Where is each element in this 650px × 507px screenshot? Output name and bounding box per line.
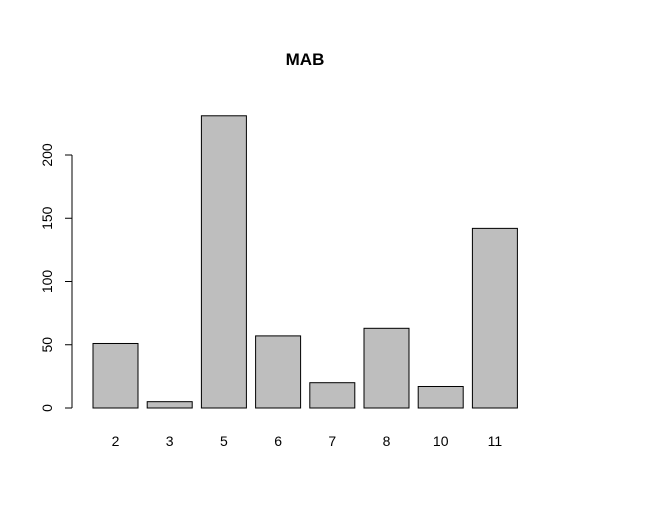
y-axis: 0 50 100 150 200 <box>39 143 73 412</box>
bar-6 <box>255 335 302 409</box>
bar-8 <box>363 327 410 409</box>
y-tick-label: 50 <box>39 337 55 353</box>
bar-2 <box>92 342 139 409</box>
x-tick-label: 7 <box>328 433 336 449</box>
y-tick-label: 0 <box>39 404 55 412</box>
y-tick-label: 100 <box>39 270 55 294</box>
chart-title: MAB <box>286 50 325 69</box>
bar-11 <box>471 227 518 409</box>
bars-group <box>92 115 518 409</box>
x-axis-labels: 2 3 5 6 7 8 10 11 <box>112 433 503 449</box>
x-tick-label: 2 <box>112 433 120 449</box>
bar-7 <box>309 382 356 409</box>
y-tick-label: 200 <box>39 143 55 167</box>
x-tick-label: 6 <box>274 433 282 449</box>
x-tick-label: 8 <box>383 433 391 449</box>
bar-10 <box>417 385 464 409</box>
y-tick-label: 150 <box>39 206 55 230</box>
x-tick-label: 5 <box>220 433 228 449</box>
x-tick-label: 3 <box>166 433 174 449</box>
x-tick-label: 10 <box>433 433 449 449</box>
x-tick-label: 11 <box>488 433 503 449</box>
bar-3 <box>146 401 193 409</box>
bar-5 <box>200 115 247 409</box>
